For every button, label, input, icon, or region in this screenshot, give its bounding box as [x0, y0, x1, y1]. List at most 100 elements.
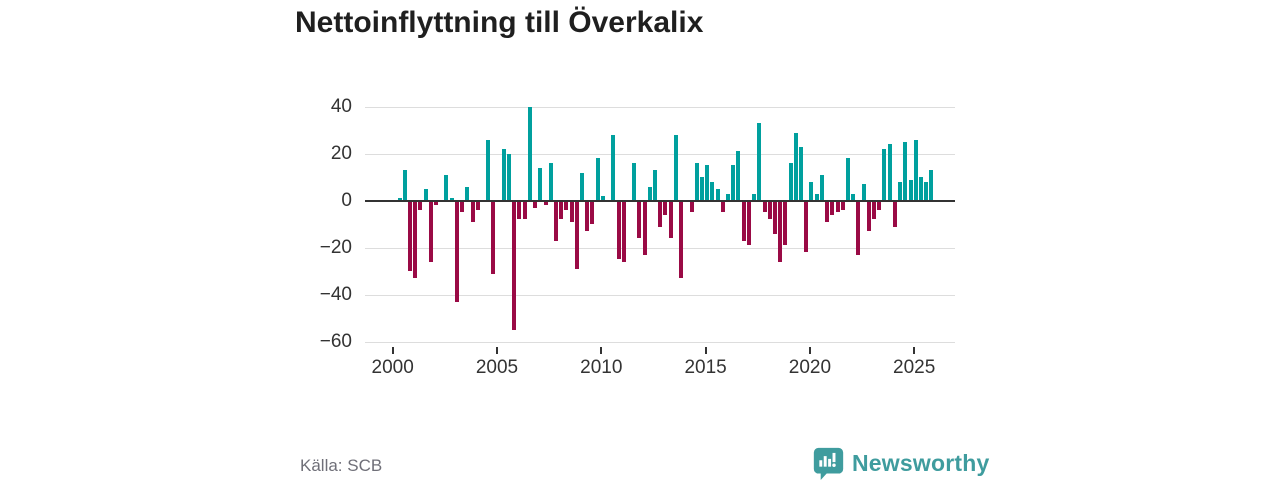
gridline	[365, 153, 955, 155]
bar	[793, 132, 798, 201]
bar	[428, 200, 433, 262]
bar	[799, 146, 804, 201]
bar	[877, 200, 882, 211]
x-tick-label: 2010	[580, 357, 623, 378]
x-tick-mark	[496, 347, 498, 354]
bar	[501, 149, 506, 201]
bar	[673, 134, 678, 201]
gridline	[365, 341, 955, 343]
bar	[538, 167, 543, 201]
brand-name: Newsworthy	[852, 449, 990, 476]
bar	[486, 139, 491, 201]
bar	[788, 163, 793, 201]
bar	[465, 186, 470, 201]
y-tick-label: −60	[319, 330, 352, 352]
bar	[856, 200, 861, 255]
y-tick-label: −40	[319, 283, 352, 305]
bar	[444, 174, 449, 201]
gridline	[365, 106, 955, 108]
bar	[413, 200, 418, 279]
bar	[699, 177, 704, 201]
bar	[564, 200, 569, 211]
bar	[616, 200, 621, 260]
y-tick-label: −20	[319, 236, 352, 258]
bar	[527, 106, 532, 201]
bar	[418, 200, 423, 211]
bar	[491, 200, 496, 274]
bar	[903, 141, 908, 201]
bar	[668, 200, 673, 239]
bar	[454, 200, 459, 302]
bar	[705, 165, 710, 201]
y-tick-label: 20	[330, 142, 352, 164]
x-tick-label: 2005	[475, 357, 519, 378]
bar	[460, 200, 465, 213]
bar	[908, 179, 913, 201]
bar	[814, 193, 819, 201]
bar	[809, 181, 814, 201]
bar	[772, 200, 777, 234]
x-tick-mark	[704, 347, 707, 354]
x-tick-label: 2025	[893, 357, 936, 378]
bar	[590, 200, 595, 225]
bar	[851, 193, 856, 201]
bar	[866, 200, 871, 232]
bar	[694, 163, 699, 201]
bar	[470, 200, 475, 222]
bar	[595, 158, 600, 201]
bar	[710, 181, 715, 201]
bar	[507, 153, 511, 201]
bar	[553, 200, 558, 241]
bar	[825, 200, 830, 222]
x-tick-mark	[391, 347, 394, 354]
bar	[647, 186, 652, 201]
bar	[559, 200, 564, 220]
bar	[804, 200, 809, 253]
bar	[830, 200, 835, 215]
bar	[835, 200, 840, 213]
bar	[845, 158, 850, 201]
bar	[533, 200, 538, 208]
bar	[752, 193, 757, 201]
bar	[407, 200, 412, 272]
bar	[663, 200, 668, 215]
x-tick-mark	[808, 347, 811, 354]
bar	[746, 200, 751, 246]
bar	[653, 170, 658, 201]
bar	[861, 184, 866, 201]
bar	[872, 200, 877, 220]
bar	[402, 170, 407, 201]
brand: Newsworthy	[812, 445, 989, 481]
bar	[642, 200, 647, 255]
bar	[423, 188, 428, 201]
bar	[919, 177, 923, 201]
bar	[819, 174, 824, 201]
bar	[892, 200, 897, 227]
bar	[637, 200, 642, 239]
zero-axis-line	[365, 199, 955, 202]
source-note: Källa: SCB	[300, 456, 383, 475]
x-tick-label: 2020	[788, 357, 832, 378]
bar	[882, 149, 887, 201]
bar	[726, 193, 731, 201]
plot-area	[365, 95, 955, 343]
bar	[767, 200, 772, 220]
bar	[689, 200, 694, 213]
bar	[840, 200, 845, 211]
bar	[475, 200, 480, 211]
bar	[397, 198, 402, 201]
x-tick-mark	[913, 347, 916, 354]
bar	[512, 200, 517, 330]
chart-title: Nettoinflyttning till Överkalix	[295, 6, 704, 39]
bar	[449, 198, 454, 201]
bar	[569, 200, 574, 222]
bar	[762, 200, 767, 213]
y-tick-label: 40	[330, 95, 352, 117]
bar	[783, 200, 788, 246]
x-tick-mark	[600, 347, 603, 354]
x-tick-label: 2015	[684, 357, 727, 378]
bar	[611, 134, 616, 201]
bar	[741, 200, 746, 241]
bar	[736, 151, 741, 201]
gridline	[365, 294, 955, 296]
